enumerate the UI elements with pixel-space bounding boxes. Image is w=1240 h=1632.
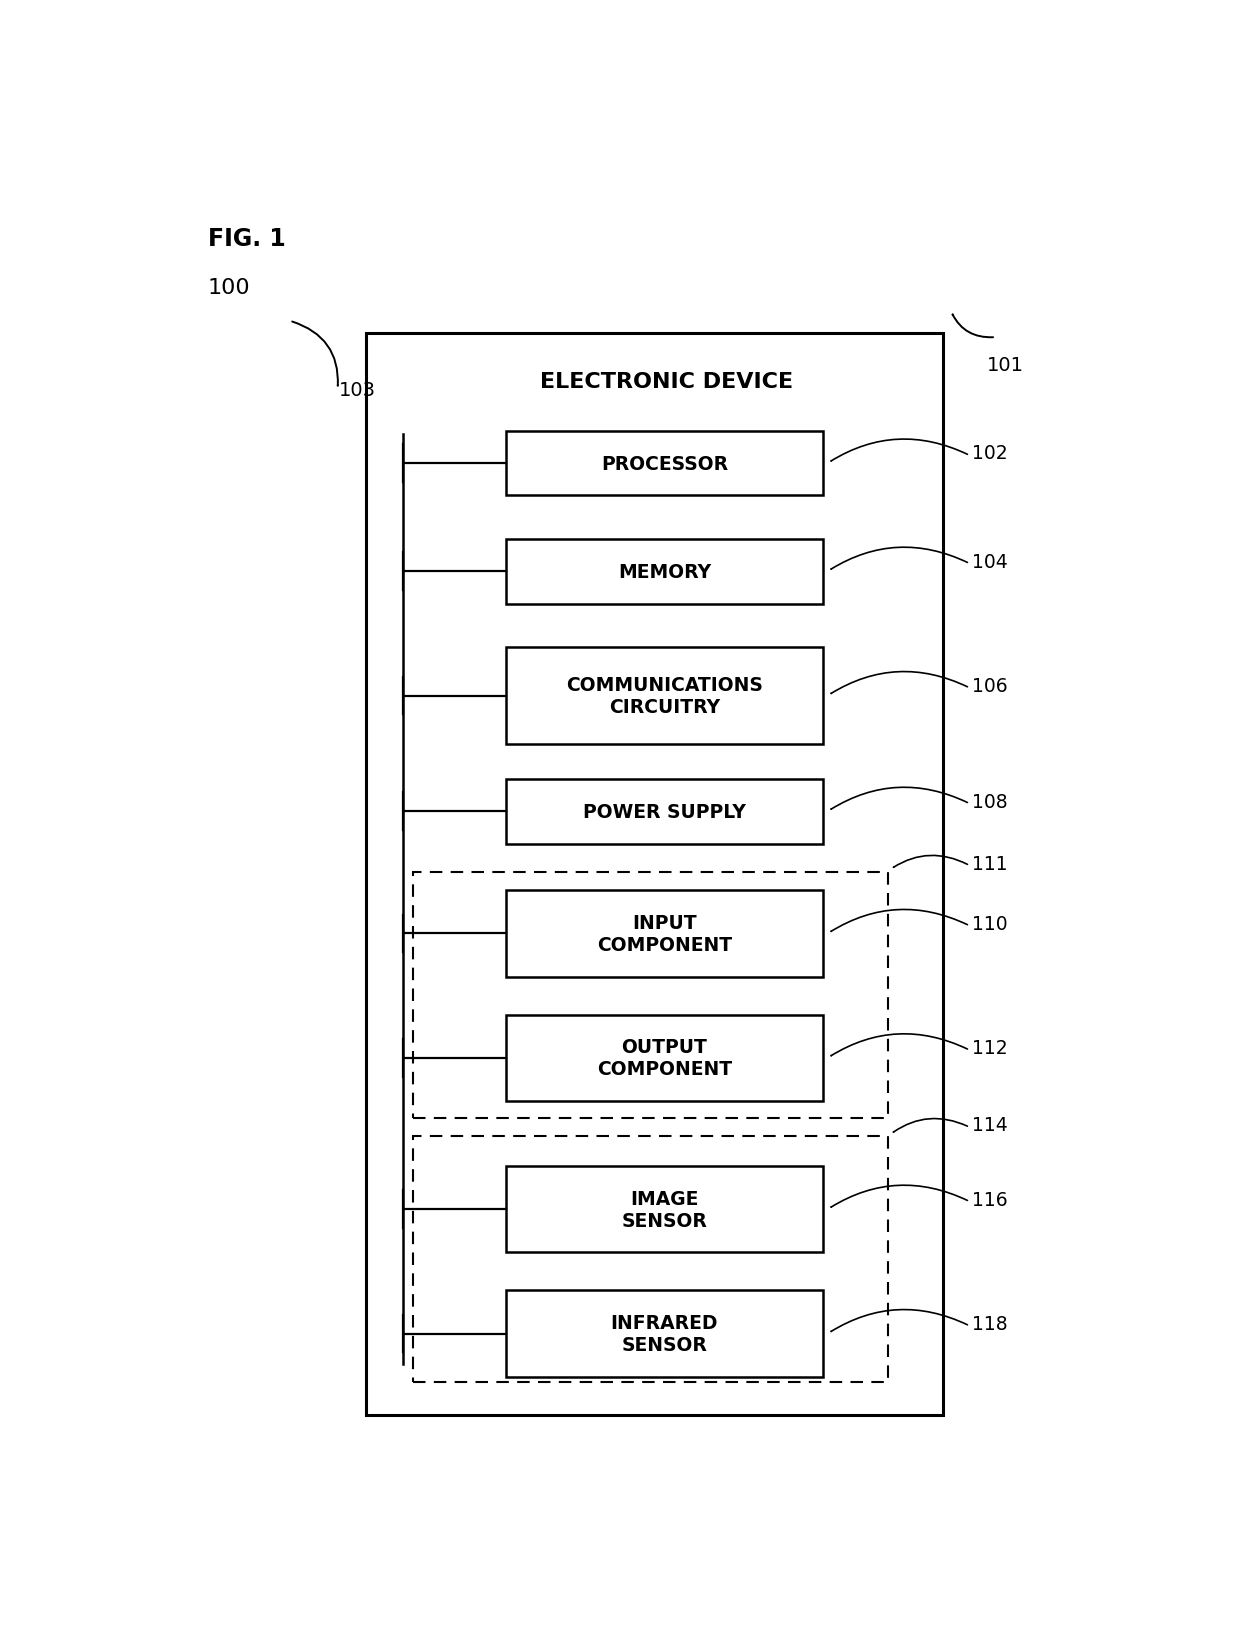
Text: IMAGE
SENSOR: IMAGE SENSOR xyxy=(621,1190,707,1231)
Text: 100: 100 xyxy=(208,277,250,297)
Text: ELECTRONIC DEVICE: ELECTRONIC DEVICE xyxy=(539,372,792,392)
Text: MEMORY: MEMORY xyxy=(618,563,711,581)
Text: 118: 118 xyxy=(972,1314,1007,1333)
Text: FIG. 1: FIG. 1 xyxy=(208,227,285,251)
Bar xyxy=(506,780,823,844)
Text: 101: 101 xyxy=(987,356,1024,375)
Text: INPUT
COMPONENT: INPUT COMPONENT xyxy=(596,914,732,955)
Bar xyxy=(506,891,823,978)
Text: POWER SUPPLY: POWER SUPPLY xyxy=(583,803,745,821)
Text: PROCESSOR: PROCESSOR xyxy=(600,454,728,473)
Bar xyxy=(413,871,888,1118)
Bar xyxy=(506,540,823,604)
Bar xyxy=(413,1136,888,1382)
Bar xyxy=(506,1015,823,1102)
Text: OUTPUT
COMPONENT: OUTPUT COMPONENT xyxy=(596,1038,732,1079)
Text: INFRARED
SENSOR: INFRARED SENSOR xyxy=(610,1314,718,1355)
Text: 110: 110 xyxy=(972,914,1007,934)
Text: 104: 104 xyxy=(972,552,1008,571)
Text: 114: 114 xyxy=(972,1116,1008,1134)
Bar xyxy=(506,1291,823,1377)
Text: COMMUNICATIONS
CIRCUITRY: COMMUNICATIONS CIRCUITRY xyxy=(565,676,763,716)
Text: 108: 108 xyxy=(972,792,1007,811)
Bar xyxy=(367,335,942,1415)
Text: 112: 112 xyxy=(972,1038,1007,1058)
Bar xyxy=(506,1167,823,1253)
Bar xyxy=(506,431,823,496)
Text: 102: 102 xyxy=(972,444,1007,463)
Text: 103: 103 xyxy=(339,382,376,400)
Text: 106: 106 xyxy=(972,677,1007,695)
Bar xyxy=(506,648,823,744)
Text: 111: 111 xyxy=(972,854,1007,873)
Text: 116: 116 xyxy=(972,1190,1007,1209)
